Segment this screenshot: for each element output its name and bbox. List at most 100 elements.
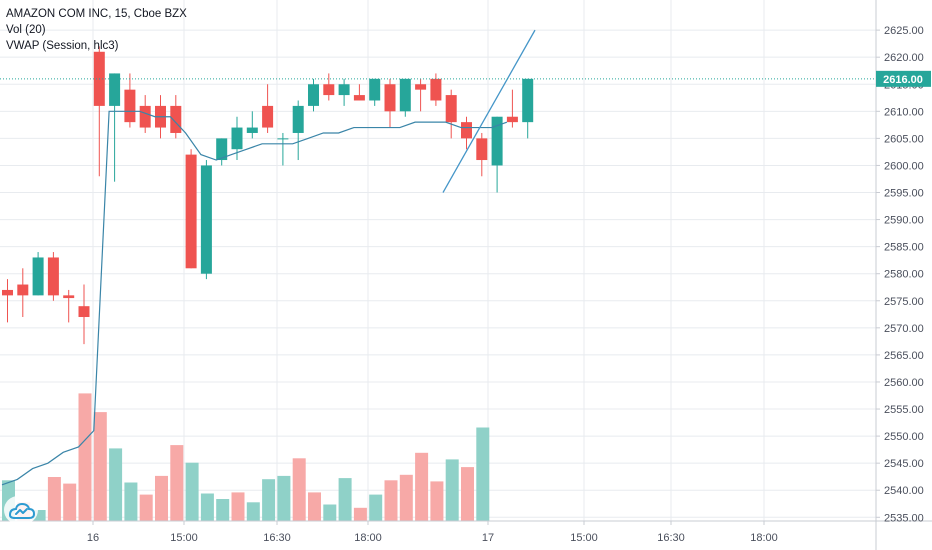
volume-bar	[109, 448, 123, 521]
vwap-polyline	[1, 110, 508, 486]
candle-body	[353, 95, 365, 101]
symbol-title[interactable]: AMAZON COM INC, 15, Cboe BZX	[6, 8, 187, 20]
candle-body	[415, 84, 427, 90]
y-tick-label: 2625.00	[884, 25, 924, 37]
x-tick-label: 17	[482, 532, 494, 544]
candle-body	[384, 84, 396, 112]
volume-bars	[2, 393, 490, 521]
volume-bar	[292, 458, 306, 521]
chart-legend: AMAZON COM INC, 15, Cboe BZX Vol (20) VW…	[6, 6, 187, 54]
candle-body	[262, 105, 274, 128]
y-tick-label: 2575.00	[884, 296, 924, 308]
volume-bar	[246, 502, 260, 521]
price-tag-label: 2616.00	[883, 74, 923, 86]
candle-body	[200, 165, 212, 274]
x-tick-label: 18:00	[354, 532, 382, 544]
candle-body	[323, 84, 335, 96]
y-tick-label: 2560.00	[884, 377, 924, 389]
volume-bar	[476, 427, 490, 521]
y-tick-label: 2610.00	[884, 106, 924, 118]
trendline[interactable]	[442, 29, 536, 193]
y-tick-label: 2535.00	[884, 512, 924, 524]
volume-bar	[461, 467, 474, 521]
grid	[0, 0, 876, 521]
candle-body	[491, 116, 503, 166]
candle-body	[170, 105, 182, 133]
vwap-line	[1, 110, 508, 486]
y-tick-label: 2565.00	[884, 350, 924, 362]
volume-bar	[216, 499, 230, 521]
price-tag: 2616.00	[876, 70, 931, 87]
volume-bar	[200, 493, 214, 521]
candle-body	[461, 122, 472, 139]
x-tick-label: 16	[87, 532, 99, 544]
candle-body	[369, 78, 381, 101]
candlesticks	[2, 46, 534, 345]
candle-body	[47, 257, 59, 296]
trendline-drawing[interactable]	[442, 29, 536, 193]
y-tick-label: 2595.00	[884, 188, 924, 200]
y-tick-label: 2555.00	[884, 404, 924, 416]
volume-bar	[185, 462, 199, 521]
candle-body	[2, 289, 13, 296]
volume-bar	[430, 481, 444, 521]
candle-body	[231, 127, 243, 150]
candle-body	[277, 138, 289, 140]
candle-body	[124, 89, 136, 123]
volume-bar	[353, 507, 367, 521]
x-tick-label: 16:30	[263, 532, 291, 544]
y-tick-label: 2605.00	[884, 133, 924, 145]
volume-bar	[399, 474, 413, 521]
candle-body	[338, 84, 350, 96]
volume-bar	[32, 510, 46, 521]
candle-body	[522, 78, 534, 123]
volume-bar	[170, 445, 184, 521]
volume-bar	[139, 494, 153, 521]
y-tick-label: 2585.00	[884, 242, 924, 254]
volume-bar	[277, 475, 291, 521]
volume-bar	[369, 494, 383, 521]
volume-bar	[124, 482, 138, 521]
y-tick-label: 2590.00	[884, 215, 924, 227]
candle-body	[185, 154, 197, 269]
candle-body	[292, 105, 304, 133]
candle-body	[476, 138, 488, 161]
candle-body	[399, 78, 411, 112]
volume-bar	[231, 492, 245, 521]
candle-body	[139, 105, 151, 128]
logo-glyph	[8, 502, 36, 519]
volume-bar	[445, 459, 459, 521]
volume-bar	[155, 475, 168, 521]
vwap-indicator-label[interactable]: VWAP (Session, hlc3)	[6, 40, 119, 52]
x-tick-label: 15:00	[570, 532, 598, 544]
volume-bar	[415, 452, 429, 521]
candle-body	[445, 95, 457, 123]
volume-bar	[308, 492, 321, 521]
volume-indicator-label[interactable]: Vol (20)	[6, 24, 46, 36]
y-tick-label: 2550.00	[884, 431, 924, 443]
candle-body	[78, 306, 90, 318]
candle-body	[109, 73, 121, 106]
volume-bar	[78, 393, 92, 521]
tradingview-cloud-icon[interactable]	[4, 496, 38, 524]
candle-body	[17, 284, 29, 296]
volume-bar	[93, 412, 107, 521]
candle-body	[506, 116, 518, 123]
volume-bar	[338, 478, 352, 521]
y-tick-label: 2570.00	[884, 323, 924, 335]
volume-bar	[262, 479, 276, 521]
candle-body	[308, 84, 319, 106]
candle-body	[32, 257, 44, 296]
x-tick-label: 15:00	[170, 532, 198, 544]
volume-bar	[63, 483, 77, 521]
x-tick-label: 18:00	[750, 532, 778, 544]
volume-bar	[323, 504, 337, 521]
x-tick-label: 16:30	[657, 532, 685, 544]
volume-bar	[47, 477, 61, 521]
y-tick-label: 2580.00	[884, 269, 924, 281]
price-tag-background	[876, 70, 931, 87]
candle-body	[430, 78, 442, 101]
